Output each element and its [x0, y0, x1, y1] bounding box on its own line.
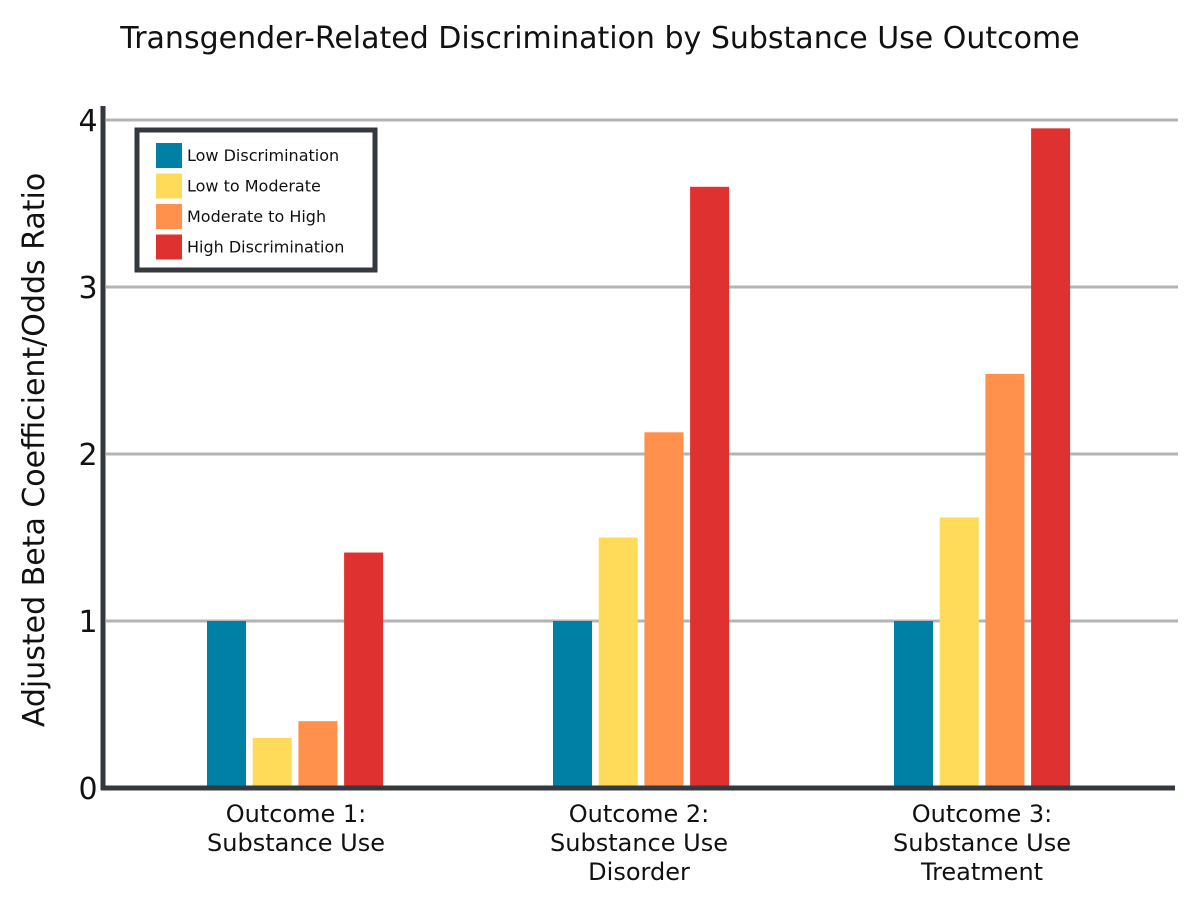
bar [690, 186, 730, 789]
y-tick-label: 0 [78, 772, 97, 807]
bar [207, 621, 246, 788]
legend-items: Low Discrimination Low to Moderate Moderat… [156, 143, 344, 260]
y-tick-labels: 0 1 2 3 4 [78, 104, 97, 807]
legend-swatch [156, 234, 182, 260]
legend-label: High Discrimination [187, 238, 344, 257]
x-category-label-line: Outcome 2: [569, 800, 710, 828]
x-category-label: Outcome 1: Substance Use [207, 800, 385, 857]
bar [598, 537, 638, 788]
legend: Low Discrimination Low to Moderate Moderat… [134, 127, 378, 273]
y-tick-label: 1 [78, 605, 97, 640]
bar [894, 621, 933, 788]
y-tick-label: 4 [78, 104, 97, 139]
legend-swatch [156, 143, 182, 168]
bar [939, 517, 979, 788]
y-tick-label: 2 [78, 438, 97, 473]
x-category-label-line: Disorder [588, 858, 690, 886]
x-category-label-line: Substance Use [550, 829, 728, 857]
x-category-label-line: Outcome 1: [226, 800, 367, 828]
x-category-label-line: Treatment [920, 858, 1043, 886]
x-category-label: Outcome 2: Substance Use Disorder [550, 800, 728, 886]
bar [553, 621, 592, 788]
legend-label: Moderate to High [187, 207, 326, 226]
bar [252, 737, 292, 788]
legend-label: Low Discrimination [187, 146, 339, 165]
legend-swatch [156, 173, 182, 199]
legend-label: Low to Moderate [187, 177, 321, 196]
x-category-label-line: Outcome 3: [912, 800, 1053, 828]
bar [985, 373, 1025, 788]
x-category-label-line: Substance Use [207, 829, 385, 857]
y-axis-label: Adjusted Beta Coefficient/Odds Ratio [17, 173, 52, 727]
y-tick-label: 3 [78, 271, 97, 306]
bar [298, 721, 338, 788]
chart-title: Transgender-Related Discrimination by Su… [119, 21, 1079, 56]
x-category-label-line: Substance Use [893, 829, 1071, 857]
bar [644, 432, 684, 788]
bar [1031, 128, 1071, 789]
legend-swatch [156, 204, 182, 229]
bars [207, 128, 1071, 789]
bar [344, 552, 384, 788]
x-category-label: Outcome 3: Substance Use Treatment [893, 800, 1071, 886]
